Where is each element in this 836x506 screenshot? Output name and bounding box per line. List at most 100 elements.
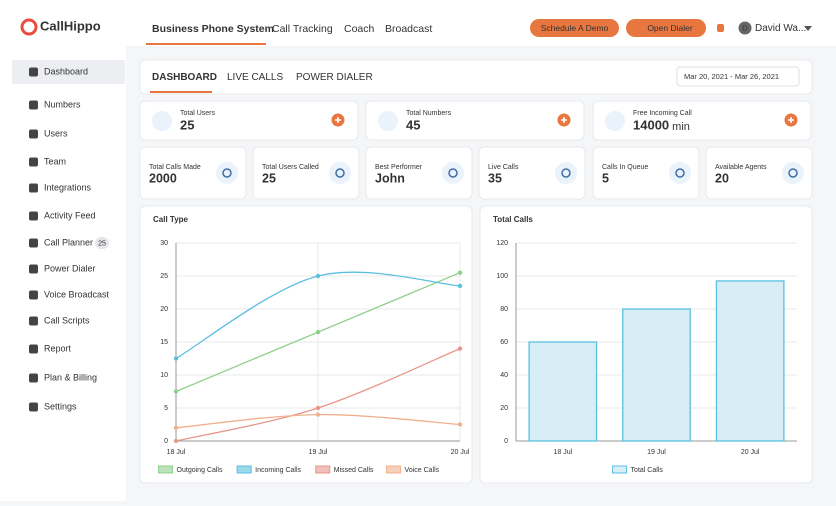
menu-item[interactable]: Integrations [44, 182, 92, 192]
bar [715, 280, 785, 442]
user-name[interactable]: David Wa... [755, 23, 806, 34]
tab[interactable]: POWER DIALER [296, 72, 373, 83]
bar [622, 308, 691, 442]
menu-icon [29, 344, 38, 354]
caret[interactable] [804, 26, 812, 31]
point [315, 273, 321, 279]
legend-swatch [612, 465, 628, 474]
button-label[interactable]: Open Dialer [647, 23, 693, 33]
button[interactable] [530, 19, 619, 37]
stat-icon [669, 162, 691, 184]
y-tick-label: 40 [500, 372, 508, 379]
sidebar-bg [0, 46, 126, 501]
menu-item[interactable]: Settings [44, 401, 77, 411]
nav-link[interactable]: Call Tracking [272, 23, 333, 35]
menu-item[interactable]: Activity Feed [44, 210, 96, 220]
menu-item[interactable]: Power Dialer [44, 263, 96, 273]
bar [528, 341, 598, 442]
legend-label: Voice Calls [405, 467, 440, 474]
menu-item[interactable]: Numbers [44, 99, 81, 109]
date-range[interactable]: Mar 20, 2021 - Mar 26, 2021 [684, 72, 779, 81]
nav-link[interactable]: Broadcast [385, 23, 432, 35]
point [457, 346, 463, 351]
button[interactable] [626, 19, 706, 37]
stat-label: Live Calls [488, 164, 519, 171]
avatar-initial: D [742, 23, 748, 32]
logo-icon [20, 18, 38, 36]
card [705, 146, 813, 200]
card-label: Total Users [180, 110, 216, 117]
stat-icon-glyph [222, 168, 232, 178]
y-tick-label: 0 [504, 438, 508, 445]
x-tick-label: 20 Jul [741, 449, 760, 456]
card [592, 100, 812, 141]
tab-underline [150, 91, 212, 93]
menu-item[interactable]: Plan & Billing [44, 372, 97, 382]
stat-value: 20 [715, 171, 729, 185]
card-value: 45 [406, 117, 420, 132]
card-value: 14000 [633, 117, 669, 132]
card-label: Total Numbers [406, 110, 452, 117]
stat-icon-glyph [788, 168, 798, 178]
menu-item[interactable]: Dashboard [44, 66, 88, 76]
menu-icon [29, 100, 38, 110]
bell-icon[interactable] [717, 24, 724, 32]
stat-label: Best Performer [375, 164, 423, 171]
y-tick-label: 0 [164, 438, 168, 445]
card [139, 146, 247, 200]
tab[interactable]: DASHBOARD [152, 72, 217, 83]
stat-icon-glyph [448, 168, 458, 178]
card [592, 146, 700, 200]
add-icon [335, 117, 341, 123]
menu-item[interactable]: Call Scripts [44, 315, 90, 325]
card-unit: min [672, 121, 690, 133]
menu-item[interactable]: Users [44, 128, 68, 138]
point [457, 283, 463, 289]
avatar[interactable] [738, 21, 752, 35]
stat-icon-glyph [335, 168, 345, 178]
add-icon [561, 117, 567, 123]
point [173, 356, 179, 361]
menu-icon [29, 129, 38, 139]
y-tick-label: 30 [160, 240, 168, 247]
card-icon [378, 111, 398, 131]
point [315, 329, 321, 335]
stat-icon-glyph [675, 168, 685, 178]
nav-link[interactable]: Coach [344, 23, 375, 35]
menu-icon [29, 238, 38, 248]
legend-swatch [236, 465, 252, 474]
card [478, 146, 586, 200]
menu-item[interactable]: Team [44, 156, 66, 166]
stat-label: Total Users Called [262, 164, 319, 171]
y-tick-label: 20 [500, 405, 508, 412]
menu-item[interactable]: Voice Broadcast [44, 289, 110, 299]
x-tick-label: 18 Jul [553, 449, 572, 456]
stat-label: Calls In Queue [602, 164, 648, 171]
y-tick-label: 5 [164, 405, 168, 412]
nav-underline [146, 43, 266, 45]
menu-item[interactable]: Call Planner [44, 237, 93, 247]
badge-count: 25 [98, 240, 106, 247]
menu-icon [29, 264, 38, 274]
tab[interactable]: LIVE CALLS [227, 72, 283, 83]
stat-label: Total Calls Made [149, 164, 201, 171]
card-icon [152, 111, 172, 131]
stat-value: 5 [602, 171, 609, 185]
badge [95, 237, 109, 249]
stat-icon-glyph [561, 168, 571, 178]
y-tick-label: 80 [500, 306, 508, 313]
date-picker[interactable] [676, 66, 800, 87]
chart-title: Total Calls [493, 215, 533, 224]
y-tick-label: 15 [160, 339, 168, 346]
nav-link[interactable]: Business Phone System [152, 23, 274, 35]
button-label[interactable]: Schedule A Demo [541, 23, 609, 33]
stat-value: 2000 [149, 171, 177, 185]
y-tick-label: 25 [160, 273, 168, 280]
menu-item[interactable]: Report [44, 343, 72, 353]
x-tick-label: 18 Jul [167, 449, 186, 456]
y-tick-label: 120 [496, 240, 508, 247]
stat-icon [329, 162, 351, 184]
legend-label: Outgoing Calls [177, 467, 223, 474]
